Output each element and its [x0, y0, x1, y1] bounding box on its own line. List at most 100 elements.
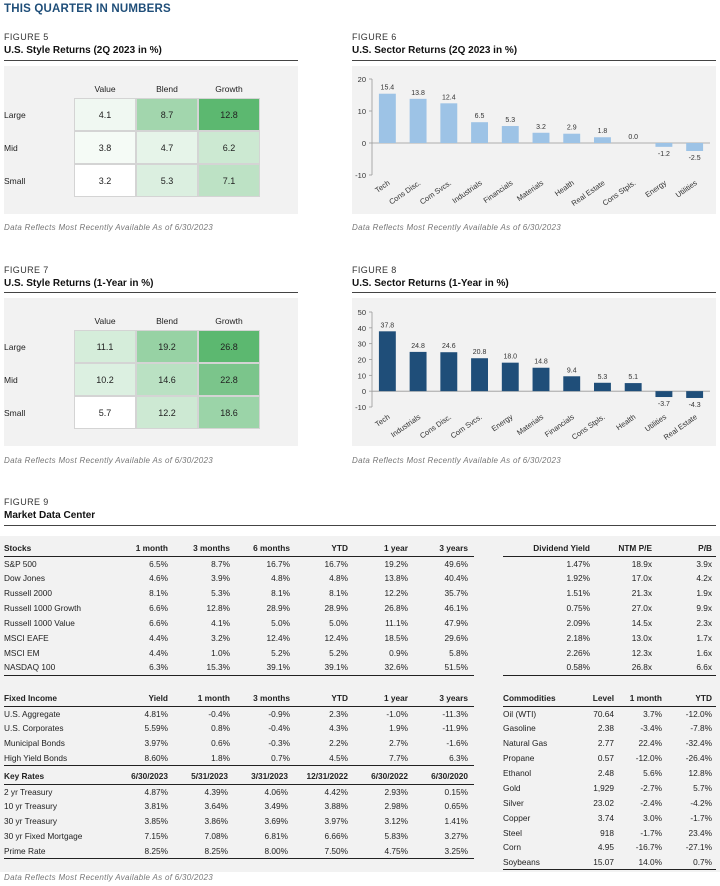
table-row: Russell 1000 Growth 6.6% 12.8% 28.9% 28.9% 26… [4, 601, 474, 616]
table-cell: 1.7x [696, 632, 712, 643]
table-cell: 5.8% [449, 647, 468, 658]
table-cell: 2.48 [597, 768, 614, 778]
table-row: MSCI EM 4.4% 1.0% 5.2% 5.2% 0.9% 5.8% [4, 645, 474, 660]
bar [686, 143, 704, 151]
table-cell: Propane [503, 753, 535, 764]
table-cell: 3.97% [324, 816, 348, 827]
table-cell: Dividend Yield [503, 540, 598, 557]
dividend-table: Dividend Yield NTM P/E P/B 1.47% 18.9x 3.9x 1.… [503, 540, 716, 676]
table-cell: Stocks [4, 540, 124, 557]
table-row: Gasoline 2.38 -3.4% -7.8% [503, 721, 716, 736]
table-cell: 4.2x [696, 573, 712, 584]
bar-value-label: 2.9 [567, 125, 577, 132]
category-label: Energy [643, 178, 668, 199]
grid-cell: 22.8 [198, 363, 260, 396]
y-tick-label: 0 [362, 139, 366, 148]
table-cell: 8.25% [102, 843, 174, 859]
table-cell: 3 months [236, 690, 296, 707]
table-row: Gold 1,929 -2.7% 5.7% [503, 780, 716, 795]
category-label: Cons Disc. [387, 178, 422, 206]
fig8-title: U.S. Sector Returns (1-Year in %) [352, 278, 509, 289]
bar [471, 122, 488, 143]
table-cell: 6.6x [658, 660, 716, 676]
grid-cell: 3.8 [74, 131, 136, 164]
y-tick-label: -10 [355, 403, 366, 412]
table-cell: -4.2% [690, 797, 712, 808]
table-cell: 3.9x [696, 558, 712, 569]
table-cell: 4.75% [354, 843, 414, 859]
table-cell: Level [575, 690, 620, 707]
table-cell: 12.2% [384, 588, 408, 599]
table-cell: 4.1% [211, 618, 230, 628]
table-cell: 1.92% [566, 573, 590, 584]
table-cell: 11.1% [385, 618, 408, 628]
table-cell: 2.38 [597, 723, 614, 734]
fixed-income-table: Fixed Income Yield 1 month 3 months YTD 1 yea… [4, 690, 474, 767]
table-cell: 30 yr Fixed Mortgage [4, 831, 83, 842]
table-cell: 3/31/2023 [234, 768, 294, 785]
table-cell: Prime Rate [4, 843, 102, 859]
table-cell: MSCI EAFE [4, 632, 49, 643]
table-cell: Gasoline [503, 723, 536, 734]
fig9-title: Market Data Center [4, 510, 96, 521]
category-label: Real Estate [570, 178, 607, 208]
table-header-row: Dividend Yield NTM P/E P/B [503, 540, 716, 557]
fig5-note: Data Reflects Most Recently Available As… [4, 223, 214, 232]
table-cell: Soybeans [503, 854, 575, 871]
table-cell: 3.64% [204, 801, 228, 812]
grid-col-header: Growth [215, 84, 243, 94]
y-tick-label: 0 [362, 387, 366, 396]
page-title: THIS QUARTER IN NUMBERS [4, 3, 171, 15]
table-row: NASDAQ 100 6.3% 15.3% 39.1% 39.1% 32.6% 51.5% [4, 660, 474, 676]
table-row: MSCI EAFE 4.4% 3.2% 12.4% 12.4% 18.5% 29.6% [4, 630, 474, 645]
table-cell: 8.7% [211, 558, 230, 569]
table-cell: -0.9% [268, 708, 290, 719]
table-cell: 6.6% [149, 618, 168, 628]
table-cell: Commodities [503, 690, 575, 707]
table-cell: 2.2% [329, 738, 348, 749]
table-cell: High Yield Bonds [4, 750, 124, 767]
table-cell: 3.97% [144, 738, 168, 749]
grid-cell: 11.1 [74, 330, 136, 363]
table-row: 2.18% 13.0x 1.7x [503, 630, 716, 645]
table-cell: Steel [503, 827, 522, 838]
table-cell: 4.4% [149, 632, 168, 643]
table-row: Prime Rate 8.25% 8.25% 8.00% 7.50% 4.75% 3.25% [4, 843, 474, 859]
y-tick-label: 40 [358, 324, 366, 333]
bar-value-label: 6.5 [475, 113, 485, 120]
table-row: 1.51% 21.3x 1.9x [503, 586, 716, 601]
bar-value-label: 5.3 [598, 374, 608, 381]
y-tick-label: 30 [358, 340, 366, 349]
table-cell: 13.8% [384, 573, 408, 584]
table-cell: 12.3x [631, 647, 652, 658]
table-cell: Municipal Bonds [4, 738, 65, 749]
grid-row-label: Small [4, 407, 26, 418]
table-cell: 3.85% [144, 816, 168, 827]
table-cell: 6/30/2020 [414, 768, 474, 785]
key-rates-table: Key Rates 6/30/2023 5/31/2023 3/31/2023 12/3… [4, 768, 474, 859]
table-cell: 23.02 [593, 797, 614, 808]
table-cell: Key Rates [4, 768, 102, 785]
fig6-rule [352, 60, 716, 61]
table-cell: Yield [124, 690, 174, 707]
table-header-row: Commodities Level 1 month YTD [503, 690, 716, 707]
table-cell: 1 month [620, 690, 668, 707]
table-row: Russell 1000 Value 6.6% 4.1% 5.0% 5.0% 11.1% 4… [4, 616, 474, 631]
table-cell: 5.59% [144, 723, 168, 734]
style-grid-2q: Value Blend Growth Large 4.1 8.7 12.8 Mid 3.8 4.7… [4, 80, 260, 197]
category-label: Utilities [643, 412, 668, 433]
grid-cell: 7.1 [198, 164, 260, 197]
table-cell: 2 yr Treasury [4, 786, 53, 797]
table-row: U.S. Aggregate 4.81% -0.4% -0.9% 2.3% -1.0% -1… [4, 706, 474, 721]
table-cell: 1.47% [566, 558, 590, 569]
table-row: Municipal Bonds 3.97% 0.6% -0.3% 2.2% 2.7% -1.… [4, 736, 474, 751]
table-row: 1.92% 17.0x 4.2x [503, 571, 716, 586]
table-row: 10 yr Treasury 3.81% 3.64% 3.49% 3.88% 2.98% 0… [4, 799, 474, 814]
table-cell: 7.7% [354, 750, 414, 767]
table-cell: -27.1% [685, 842, 712, 853]
category-label: Health [614, 412, 637, 432]
table-cell: 4.6% [149, 573, 168, 584]
table-cell: 0.6% [211, 738, 230, 749]
table-cell: 5.2% [329, 647, 348, 658]
fig8-note: Data Reflects Most Recently Available As… [352, 456, 562, 465]
